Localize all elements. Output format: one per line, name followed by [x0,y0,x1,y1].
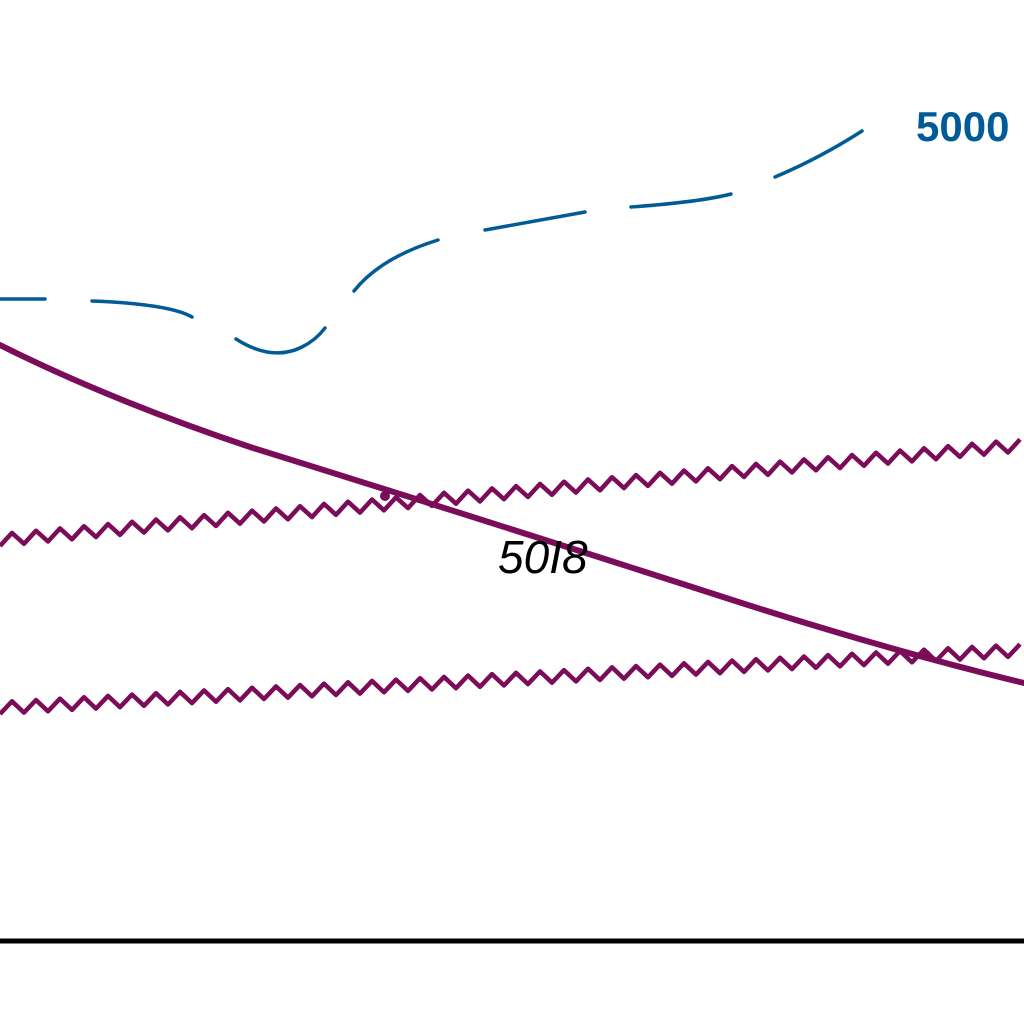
contour-label: 5000 [916,103,1009,150]
wavy-lines [0,437,1022,716]
wavy-line-1 [0,437,1022,548]
junction-dot [380,491,390,501]
junction-dot [921,650,931,660]
route-line [0,342,1024,686]
contour-line-path [0,129,864,355]
route-label: 50I8 [498,531,588,583]
contour-line: 5000 [0,103,1009,355]
wavy-line-2 [0,642,1022,716]
